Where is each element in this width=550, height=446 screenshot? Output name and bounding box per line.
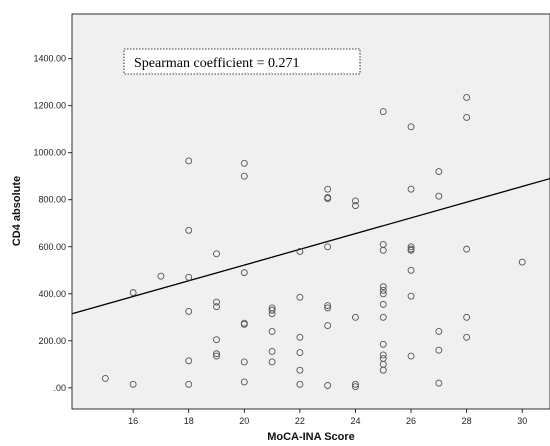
data-point (185, 380, 193, 388)
data-point (379, 108, 387, 116)
data-point (463, 94, 471, 101)
data-point (324, 185, 332, 193)
y-tick-label: .00 (53, 383, 66, 393)
data-point (213, 298, 220, 306)
data-point (240, 172, 248, 180)
y-tick-label: 400.00 (38, 289, 66, 299)
data-point (352, 383, 359, 391)
y-tick-label: 200.00 (38, 336, 66, 346)
data-point (268, 358, 276, 366)
y-tick-label: 1000.00 (33, 148, 66, 158)
data-point (379, 286, 387, 294)
data-point (268, 310, 276, 318)
data-point (379, 283, 387, 291)
x-tick-label: 24 (350, 416, 360, 426)
y-axis: .00 200.00 400.00 600.00 800.00 1000.00 1200.0… (33, 54, 72, 393)
data-point (268, 306, 276, 314)
data-point (407, 185, 415, 193)
y-tick-label: 1400.00 (33, 54, 66, 64)
data-point (185, 357, 193, 365)
data-point (296, 248, 304, 255)
data-point (101, 374, 109, 382)
data-point (435, 168, 443, 175)
y-tick-label: 600.00 (38, 242, 66, 252)
data-point (463, 333, 471, 341)
data-point (435, 192, 443, 200)
x-axis: 16 18 20 22 24 26 28 30 (128, 409, 527, 426)
data-point (379, 351, 387, 359)
data-point (352, 202, 359, 210)
y-axis-title: CD4 absolute (11, 176, 23, 246)
data-point (240, 269, 248, 277)
data-point (129, 289, 137, 297)
data-point (268, 327, 276, 335)
x-tick-label: 20 (239, 416, 249, 426)
annotation-text: Spearman coefficient = 0.271 (134, 56, 299, 71)
data-point (463, 313, 471, 321)
data-point (379, 290, 387, 298)
data-point (129, 380, 137, 388)
data-point (268, 347, 276, 355)
data-point (518, 258, 526, 266)
data-point (213, 250, 220, 258)
data-point (324, 322, 332, 329)
data-point (379, 340, 387, 348)
data-point (407, 292, 415, 300)
data-point (240, 159, 248, 167)
x-tick-label: 16 (128, 416, 138, 426)
data-point (379, 300, 387, 308)
data-point (407, 246, 415, 254)
data-points (101, 94, 526, 391)
data-point (407, 352, 415, 360)
x-tick-label: 28 (462, 416, 472, 426)
data-point (435, 379, 443, 387)
data-point (463, 245, 471, 253)
data-point (352, 380, 359, 388)
data-point (324, 304, 332, 312)
data-point (324, 243, 332, 251)
data-point (352, 197, 359, 205)
data-point (240, 320, 248, 328)
x-tick-label: 22 (295, 416, 305, 426)
x-tick-label: 30 (517, 416, 527, 426)
data-point (157, 272, 165, 280)
data-point (379, 366, 387, 374)
x-axis-title: MoCA-INA Score (267, 431, 355, 443)
data-point (213, 303, 220, 311)
data-point (185, 307, 193, 315)
data-point (296, 333, 304, 341)
data-point (213, 352, 220, 360)
x-tick-label: 26 (406, 416, 416, 426)
data-point (185, 226, 193, 234)
data-point (463, 114, 471, 121)
data-point (324, 302, 332, 309)
data-point (296, 293, 304, 301)
data-point (213, 336, 220, 344)
plot-area (71, 13, 550, 410)
x-tick-label: 18 (184, 416, 194, 426)
fit-line (71, 177, 550, 315)
data-point (352, 313, 359, 321)
data-point (435, 346, 443, 354)
y-tick-label: 1200.00 (33, 101, 66, 111)
data-point (435, 327, 443, 335)
data-point (407, 123, 415, 131)
data-point (240, 358, 248, 366)
data-point (296, 349, 304, 357)
data-point (324, 195, 332, 203)
data-point (240, 378, 248, 386)
y-tick-label: 800.00 (38, 195, 66, 205)
data-point (185, 157, 193, 165)
annotation-box (123, 48, 361, 75)
data-point (379, 246, 387, 254)
data-point (213, 350, 220, 358)
data-point (379, 313, 387, 321)
data-point (296, 366, 304, 374)
data-point (324, 382, 332, 389)
data-point (407, 243, 415, 251)
data-point (185, 273, 193, 281)
data-point (407, 266, 415, 274)
data-point (296, 380, 304, 388)
